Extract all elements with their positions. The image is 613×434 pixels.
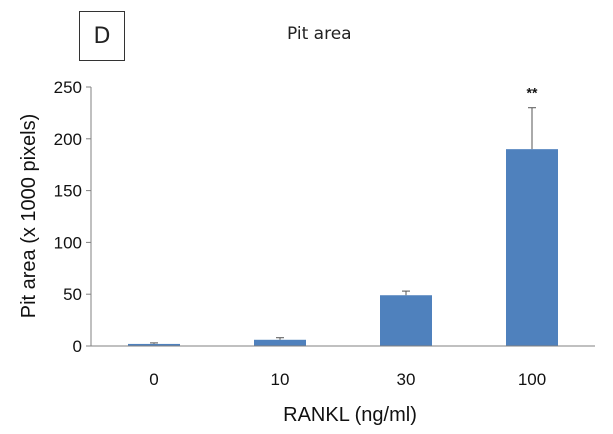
significance-label: ** [527,85,538,101]
bar [506,149,558,346]
x-tick-label: 0 [149,370,158,389]
bar [128,343,180,346]
y-tick-label: 250 [54,78,82,97]
y-axis-label: Pit area (x 1000 pixels) [18,114,40,319]
chart-title: Pit area [287,24,352,44]
panel-label: D [79,11,125,61]
error-bar [528,107,536,150]
x-tick-label: 100 [518,370,546,389]
y-tick-label: 150 [54,182,82,201]
y-ticks: 0 50 100 150 200 250 [54,78,91,356]
y-tick-label: 200 [54,130,82,149]
y-tick-label: 0 [73,337,82,356]
error-bars [150,107,536,344]
error-bar [150,342,158,344]
y-tick-label: 50 [63,285,82,304]
x-ticks: 0 10 30 100 [149,370,546,389]
bar [380,295,432,346]
error-bar [402,290,410,296]
y-tick-label: 100 [54,233,82,252]
x-tick-label: 30 [397,370,416,389]
x-tick-label: 10 [271,370,290,389]
bar [254,339,306,346]
bars [128,149,558,346]
x-axis-label: RANKL (ng/ml) [283,404,417,426]
annotations: ** [527,85,538,101]
error-bar [276,337,284,340]
